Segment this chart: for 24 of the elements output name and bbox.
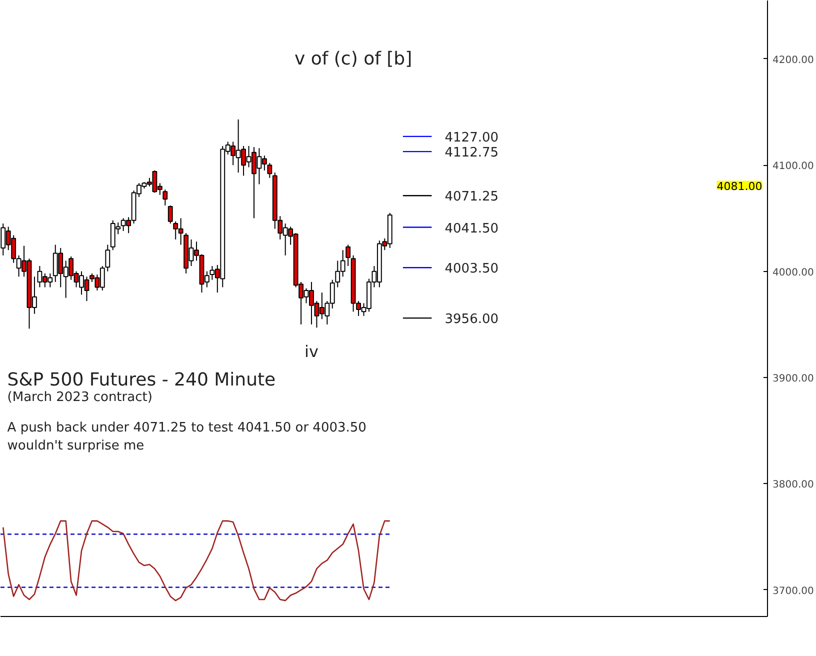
annotation: iv: [304, 342, 318, 362]
candlestick: [105, 244, 110, 272]
y-tick-label: 3800.00: [772, 480, 814, 491]
candlestick: [168, 204, 173, 224]
ref-line-label: 4127.00: [444, 130, 499, 146]
ref-line-label: 4003.50: [444, 262, 499, 277]
ref-line-label: 4071.25: [444, 190, 499, 205]
text: (March 2023 contract): [7, 390, 152, 405]
candlestick: [267, 162, 272, 178]
y-tick-label: 4200.00: [772, 54, 814, 66]
y-tick-label: 3900.00: [772, 374, 814, 385]
y-tick-label: 3700.00: [772, 586, 814, 597]
ref-line-label: 4041.50: [444, 221, 499, 236]
text: S&P 500 Futures - 240 Minute: [7, 369, 276, 390]
annotation: A push back under 4071.25 to test 4041.50 or 4003.50 wouldn't surprise me: [7, 420, 366, 454]
candlestick: [346, 244, 351, 267]
ref-line-label: 3956.00: [444, 312, 499, 328]
y-tick-label: 4100.00: [772, 161, 814, 172]
candlestick: [162, 189, 168, 206]
line-series: [2, 520, 391, 602]
ref-line-label: 4112.75: [444, 146, 499, 161]
text: 4081.00: [716, 180, 762, 193]
annotation: v of (c) of [b]: [294, 48, 412, 70]
y-tick-label: 4000.00: [772, 267, 814, 278]
